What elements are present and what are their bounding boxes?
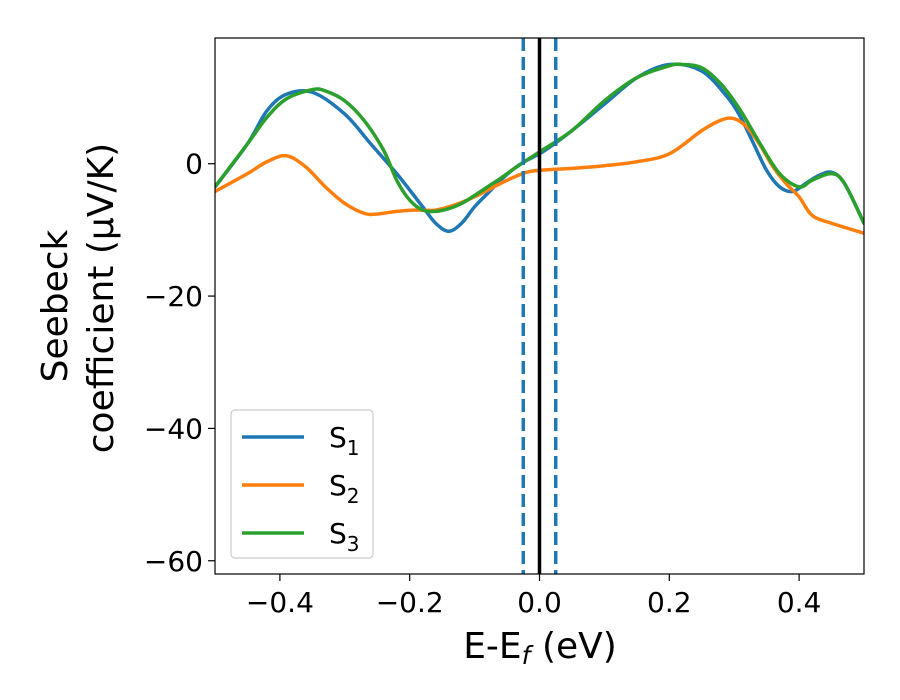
x-tick-label: 0.4 (777, 586, 822, 619)
x-tick-label: 0.2 (647, 586, 692, 619)
y-tick-label: −60 (144, 545, 203, 578)
series-line-s3 (215, 62, 864, 226)
y-axis-ticks: 0 −20 −40 −60 (144, 148, 215, 578)
x-tick-label: 0.0 (517, 586, 562, 619)
x-tick-label: −0.4 (246, 586, 314, 619)
plot-area (214, 37, 865, 575)
x-axis-title: E-Ef (eV) (463, 626, 617, 670)
x-axis-ticks: −0.4 −0.2 0.0 0.2 0.4 (246, 574, 821, 619)
y-tick-label: −40 (144, 412, 203, 445)
y-axis-title-line2: coefficient (μV/K) (81, 143, 122, 453)
y-tick-label: −20 (144, 280, 203, 313)
legend-label-s3: S3 (329, 517, 360, 556)
y-axis-title-line1: Seebeck (35, 229, 76, 382)
reference-lines (521, 38, 558, 574)
legend-label-s1: S1 (329, 421, 360, 460)
y-axis-title: Seebeck coefficient (μV/K) (35, 143, 122, 453)
legend-label-s2: S2 (329, 469, 360, 508)
y-tick-label: 0 (185, 148, 203, 181)
x-tick-label: −0.2 (376, 586, 444, 619)
legend: S1 S2 S3 (230, 409, 374, 559)
